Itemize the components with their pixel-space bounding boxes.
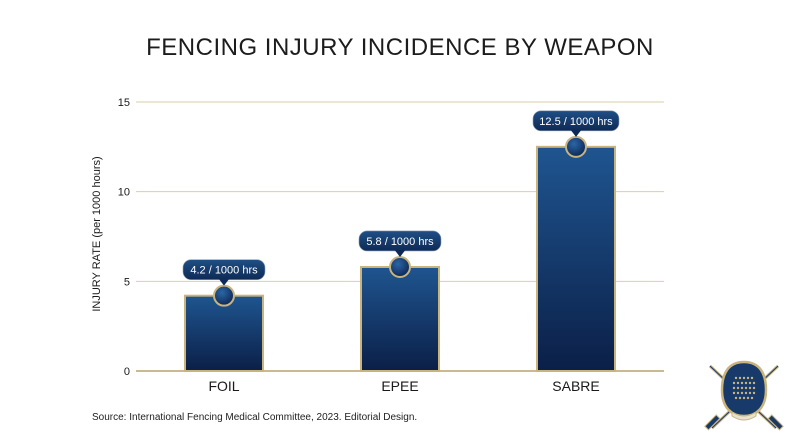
x-tick-label: SABRE [552,378,599,394]
bar-sabre [536,145,616,372]
y-tick-label: 5 [124,276,130,288]
y-tick-label: 0 [124,366,130,378]
chart-title: FENCING INJURY INCIDENCE BY WEAPON [146,34,654,61]
data-label-pointer [571,130,581,137]
x-tick-label: FOIL [208,378,239,394]
bar-top-marker [213,284,235,307]
data-label: 5.8 / 1000 hrs [366,236,434,248]
source-note: Source: International Fencing Medical Co… [92,412,418,423]
data-label-pointer [219,279,229,286]
data-label-pointer [395,250,405,257]
data-label: 12.5 / 1000 hrs [539,116,613,128]
bar-top-marker [565,135,587,158]
data-label: 4.2 / 1000 hrs [190,265,258,277]
fencing-mask-crossed-swords-icon [704,360,784,431]
x-tick-label: EPEE [381,378,418,394]
bar-foil [184,294,264,372]
y-tick-label: 10 [118,187,130,199]
bar-top-marker [389,255,411,278]
bar-epee [360,265,440,372]
y-axis-label: INJURY RATE (per 1000 hours) [91,156,103,311]
y-tick-label: 15 [118,97,130,109]
